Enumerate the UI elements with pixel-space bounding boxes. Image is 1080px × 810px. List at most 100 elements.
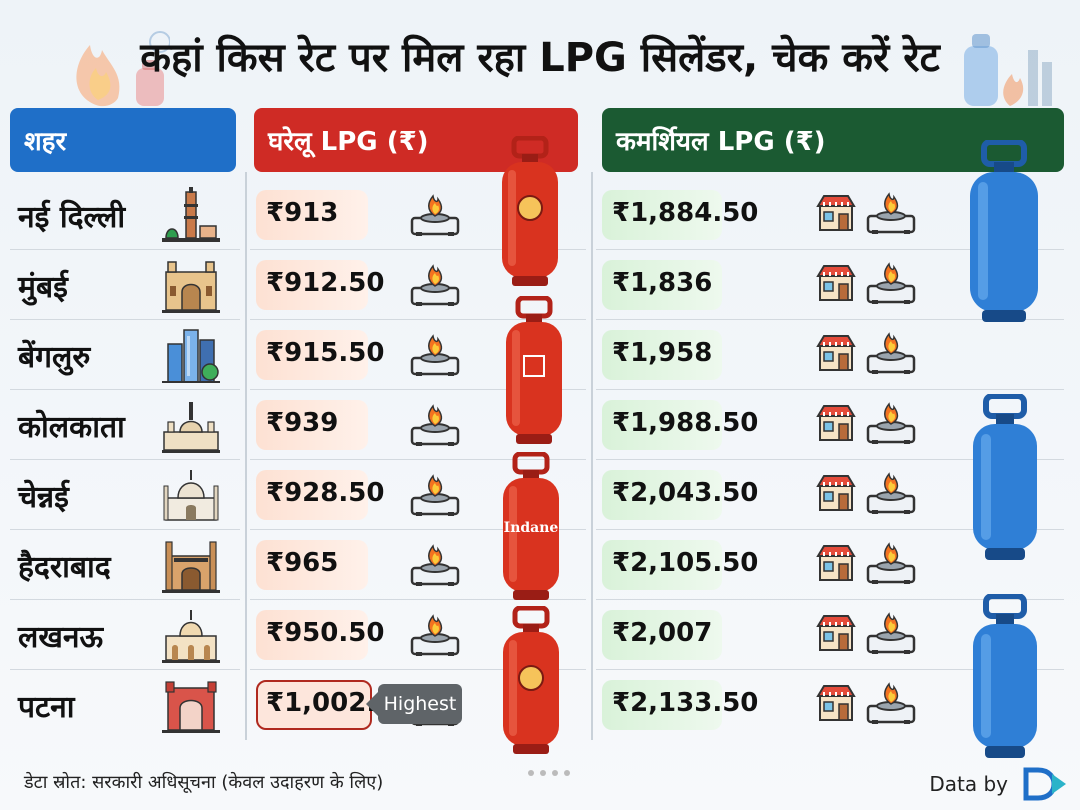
row-divider	[250, 249, 586, 250]
commercial-price-pill	[602, 610, 722, 660]
table-row: नई दिल्ली ₹913 ₹1,884.50	[0, 180, 1080, 250]
row-divider	[596, 249, 1064, 250]
gas-stove-icon	[410, 334, 460, 378]
gas-stove-icon	[410, 614, 460, 658]
victoria-memorial-icon	[160, 396, 222, 454]
row-divider	[596, 389, 1064, 390]
commercial-price-pill	[602, 330, 722, 380]
data-credit-label: Data by	[929, 772, 1008, 796]
domestic-price: ₹915.50	[266, 338, 385, 368]
city-name: मुंबई	[18, 270, 68, 305]
gas-stove-icon	[866, 612, 916, 656]
gas-stove-icon	[410, 194, 460, 238]
red-lpg-cylinder-icon	[503, 606, 559, 754]
gas-stove-icon	[410, 544, 460, 588]
pagination-dots	[528, 770, 570, 776]
skyscrapers-icon	[160, 326, 222, 384]
commercial-price-pill	[602, 190, 722, 240]
commercial-price: ₹1,958	[612, 338, 713, 368]
red-lpg-cylinder-icon	[502, 136, 558, 286]
row-divider	[250, 599, 586, 600]
gas-stove-icon	[410, 404, 460, 448]
commercial-price-pill	[602, 540, 722, 590]
commercial-price: ₹2,043.50	[612, 478, 759, 508]
column-divider	[591, 172, 593, 740]
domestic-price-pill	[256, 330, 368, 380]
city-name: नई दिल्ली	[18, 200, 126, 235]
commercial-price: ₹2,133.50	[612, 688, 759, 718]
row-divider	[250, 669, 586, 670]
row-divider	[10, 529, 240, 530]
gas-stove-icon	[866, 472, 916, 516]
city-name: पटना	[18, 690, 75, 725]
table-row: लखनऊ ₹950.50 ₹2,007	[0, 600, 1080, 670]
domestic-price-pill	[256, 260, 368, 310]
row-divider	[250, 529, 586, 530]
city-column-header: शहर	[10, 108, 236, 172]
gas-stove-icon	[866, 682, 916, 726]
gas-stove-icon	[866, 402, 916, 446]
row-divider	[596, 599, 1064, 600]
table-row: पटना ₹1,002.50 ₹2,133.50	[0, 670, 1080, 740]
row-divider	[10, 319, 240, 320]
restaurant-shop-icon	[816, 612, 856, 652]
gas-stove-icon	[410, 474, 460, 518]
golghar-gate-icon	[160, 676, 222, 734]
row-divider	[596, 459, 1064, 460]
commercial-price: ₹2,105.50	[612, 548, 759, 578]
row-divider	[596, 669, 1064, 670]
row-divider	[10, 459, 240, 460]
gas-stove-icon	[866, 262, 916, 306]
commercial-price: ₹1,988.50	[612, 408, 759, 438]
domestic-price: ₹913	[266, 198, 339, 228]
row-divider	[10, 389, 240, 390]
city-name: बेंगलुरु	[18, 340, 91, 375]
column-divider	[245, 172, 247, 740]
gas-stove-icon	[410, 264, 460, 308]
red-lpg-cylinder-icon: Indane	[503, 452, 559, 600]
city-name: चेन्नई	[18, 480, 69, 515]
city-name: हैदराबाद	[18, 550, 111, 585]
domestic-price-pill	[256, 680, 372, 730]
table-row: मुंबई ₹912.50 ₹1,836	[0, 250, 1080, 320]
restaurant-shop-icon	[816, 542, 856, 582]
blue-lpg-cylinder-icon	[973, 594, 1037, 758]
restaurant-shop-icon	[816, 402, 856, 442]
commercial-price: ₹1,884.50	[612, 198, 759, 228]
page-title: कहां किस रेट पर मिल रहा LPG सिलेंडर, चेक…	[140, 35, 940, 81]
factory-decor-icon	[964, 34, 1052, 106]
gas-stove-icon	[866, 542, 916, 586]
domestic-price-pill	[256, 190, 368, 240]
highest-badge: Highest	[366, 684, 462, 724]
city-name: लखनऊ	[18, 620, 104, 655]
table-row: हैदराबाद ₹965 ₹2,105.50	[0, 530, 1080, 600]
row-divider	[250, 459, 586, 460]
city-name: कोलकाता	[18, 410, 125, 445]
domestic-price: ₹950.50	[266, 618, 385, 648]
row-divider	[596, 319, 1064, 320]
domestic-price-pill	[256, 470, 368, 520]
commercial-price: ₹1,836	[612, 268, 713, 298]
gateway-of-india-icon	[160, 256, 222, 314]
domestic-price: ₹912.50	[266, 268, 385, 298]
commercial-price-pill	[602, 260, 722, 310]
data-source-note: डेटा स्रोत: सरकारी अधिसूचना (केवल उदाहरण…	[24, 772, 384, 793]
commercial-price-pill	[602, 400, 722, 450]
qutub-minar-icon	[160, 186, 222, 244]
row-divider	[250, 319, 586, 320]
red-lpg-cylinder-icon	[506, 296, 562, 444]
row-divider	[10, 599, 240, 600]
gas-stove-icon	[866, 332, 916, 376]
row-divider	[10, 249, 240, 250]
charminar-icon	[160, 536, 222, 594]
domestic-price: ₹939	[266, 408, 339, 438]
commercial-price-pill	[602, 680, 722, 730]
restaurant-shop-icon	[816, 472, 856, 512]
domestic-price: ₹965	[266, 548, 339, 578]
commercial-price: ₹2,007	[612, 618, 713, 648]
domestic-price-pill	[256, 540, 368, 590]
restaurant-shop-icon	[816, 192, 856, 232]
row-divider	[250, 389, 586, 390]
domestic-price-pill	[256, 610, 368, 660]
table-row: चेन्नई ₹928.50 ₹2,043.50	[0, 460, 1080, 530]
